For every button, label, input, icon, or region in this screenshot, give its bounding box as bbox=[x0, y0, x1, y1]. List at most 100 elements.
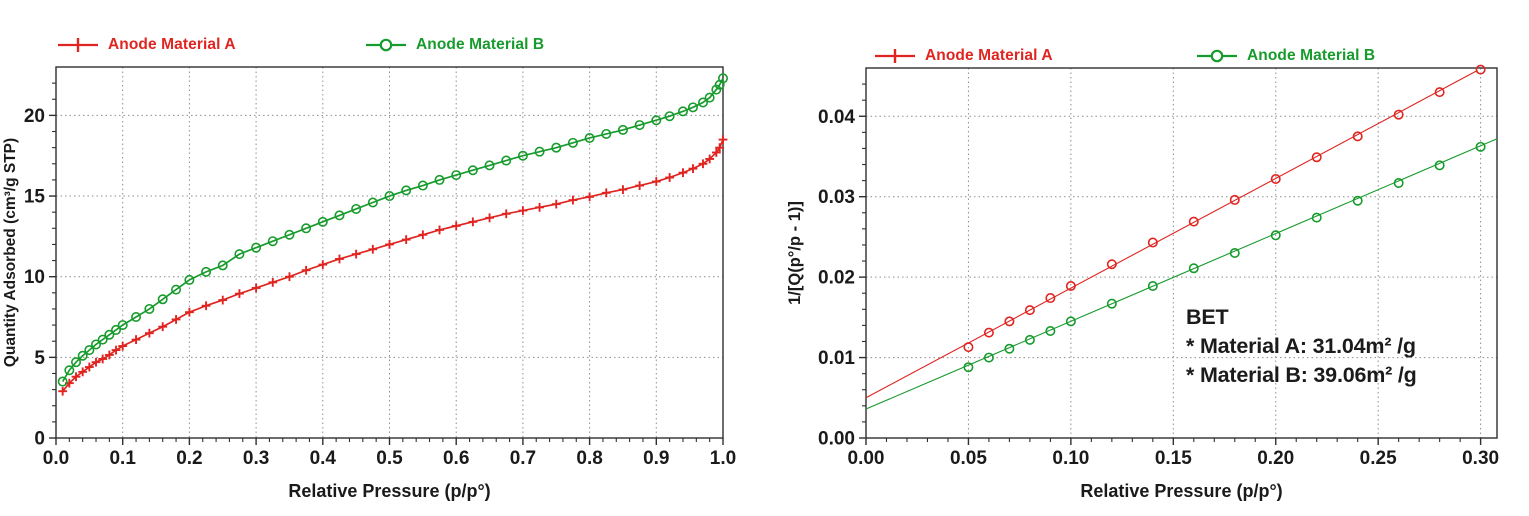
circle-marker bbox=[963, 362, 974, 373]
bet-annotation-title: BET bbox=[1186, 305, 1229, 329]
bet-chart: 0.00 0.05 0.10 0.15 0.20 0.25 0.30 0.00 0.01 0.02… bbox=[786, 64, 1499, 501]
circle-marker bbox=[983, 327, 994, 338]
y-tick-label: 0.04 bbox=[818, 107, 855, 128]
circle-marker bbox=[501, 155, 512, 166]
circle-marker bbox=[1393, 109, 1404, 120]
x-tick-label: 0.5 bbox=[376, 448, 403, 469]
x-tick-label: 0.1 bbox=[109, 448, 136, 469]
x-tick-label: 0.10 bbox=[1052, 448, 1089, 469]
circle-marker bbox=[1065, 316, 1076, 327]
circle-marker bbox=[104, 329, 115, 340]
circle-marker bbox=[77, 350, 88, 361]
y-tick-label: 0.02 bbox=[818, 268, 855, 289]
y-tick-label: 0 bbox=[34, 429, 45, 450]
circle-marker bbox=[664, 111, 675, 122]
circle-marker bbox=[234, 249, 245, 260]
circle-marker-icon bbox=[366, 38, 406, 52]
circle-marker bbox=[1352, 131, 1363, 142]
x-tick-label: 0.8 bbox=[576, 448, 602, 469]
circle-marker bbox=[1270, 230, 1281, 241]
isotherm-chart: 0.0 0.1 0.2 0.3 0.4 0.5 0.6 0.7 0.8 0.9 1.0 0 5 10 15 2… bbox=[2, 66, 736, 501]
x-tick-label: 0.7 bbox=[510, 448, 536, 469]
circle-marker bbox=[584, 132, 595, 143]
circle-marker bbox=[117, 320, 128, 331]
circle-marker bbox=[467, 165, 478, 176]
circle-marker bbox=[84, 345, 95, 356]
circle-marker bbox=[1393, 178, 1404, 189]
y-tick-label: 15 bbox=[24, 187, 46, 208]
legend-item-material-b-left: Anode Material B bbox=[365, 36, 544, 54]
y-tick-label: 0.01 bbox=[818, 348, 855, 369]
x-tick-label: 0.3 bbox=[243, 448, 269, 469]
bet-annotation-line-a: * Material A: 31.04m² /g bbox=[1186, 334, 1416, 358]
x-tick-label: 0.0 bbox=[43, 448, 69, 469]
circle-marker bbox=[217, 260, 228, 271]
circle-marker bbox=[983, 352, 994, 363]
circle-marker bbox=[1434, 160, 1445, 171]
circle-marker bbox=[1004, 343, 1015, 354]
circle-marker bbox=[1045, 326, 1056, 337]
series-line-0 bbox=[62, 139, 724, 392]
circle-marker bbox=[111, 324, 122, 335]
series-line-1 bbox=[61, 77, 724, 382]
circle-marker bbox=[334, 210, 345, 221]
circle-marker bbox=[367, 197, 378, 208]
circle-marker bbox=[1352, 195, 1363, 206]
circle-marker bbox=[1004, 316, 1015, 327]
circle-marker bbox=[64, 365, 75, 376]
circle-marker bbox=[534, 146, 545, 157]
legend-item-material-b-right: Anode Material B bbox=[1196, 47, 1375, 65]
bet-annotation: BET * Material A: 31.04m² /g * Material … bbox=[1186, 303, 1417, 390]
circle-marker bbox=[1045, 293, 1056, 304]
circle-marker bbox=[97, 334, 108, 345]
circle-marker bbox=[317, 216, 328, 227]
circle-marker bbox=[434, 174, 445, 185]
circle-marker bbox=[1229, 194, 1240, 205]
circle-marker bbox=[717, 73, 728, 84]
circle-marker bbox=[71, 357, 82, 368]
legend-label: Anode Material A bbox=[108, 36, 236, 53]
x-tick-label: 0.15 bbox=[1155, 448, 1192, 469]
circle-marker bbox=[1311, 152, 1322, 163]
x-tick-label: 1.0 bbox=[710, 448, 736, 469]
circle-marker bbox=[351, 203, 362, 214]
circle-marker bbox=[1475, 141, 1486, 152]
circle-marker bbox=[963, 342, 974, 353]
circle-marker bbox=[1188, 263, 1199, 274]
legend-label: Anode Material B bbox=[416, 36, 545, 53]
legend-label: Anode Material A bbox=[925, 47, 1053, 64]
circle-marker bbox=[517, 150, 528, 161]
circle-marker bbox=[157, 294, 168, 305]
circle-marker bbox=[551, 142, 562, 153]
plot-frame bbox=[865, 67, 1498, 439]
circle-marker bbox=[1147, 237, 1158, 248]
y-axis-title: Quantity Adsorbed (cm³/g STP) bbox=[2, 138, 19, 367]
circle-marker bbox=[91, 339, 102, 350]
circle-marker bbox=[1024, 305, 1035, 316]
circle-marker bbox=[567, 137, 578, 148]
circle-marker bbox=[617, 124, 628, 135]
circle-marker bbox=[401, 185, 412, 196]
circle-marker bbox=[57, 376, 68, 387]
circle-marker bbox=[1270, 174, 1281, 185]
circle-marker bbox=[131, 312, 142, 323]
circle-marker bbox=[677, 106, 688, 117]
circle-marker bbox=[687, 102, 698, 113]
circle-marker bbox=[267, 236, 278, 247]
x-tick-label: 0.4 bbox=[310, 448, 337, 469]
x-tick-label: 0.9 bbox=[643, 448, 669, 469]
plus-marker-icon bbox=[58, 38, 98, 52]
y-tick-label: 10 bbox=[24, 267, 45, 288]
circle-marker bbox=[201, 266, 212, 277]
circle-marker bbox=[1065, 280, 1076, 291]
x-tick-label: 0.25 bbox=[1360, 448, 1397, 469]
y-tick-label: 20 bbox=[24, 106, 45, 127]
circle-marker bbox=[284, 229, 295, 240]
y-tick-label: 5 bbox=[34, 348, 45, 369]
y-tick-label: 0.00 bbox=[818, 429, 855, 450]
circle-marker-icon bbox=[1197, 49, 1237, 63]
circle-marker bbox=[484, 160, 495, 171]
x-tick-label: 0.05 bbox=[950, 448, 987, 469]
y-axis-title: 1/[Q(p°/p - 1)] bbox=[786, 201, 804, 305]
x-tick-label: 0.6 bbox=[443, 448, 469, 469]
